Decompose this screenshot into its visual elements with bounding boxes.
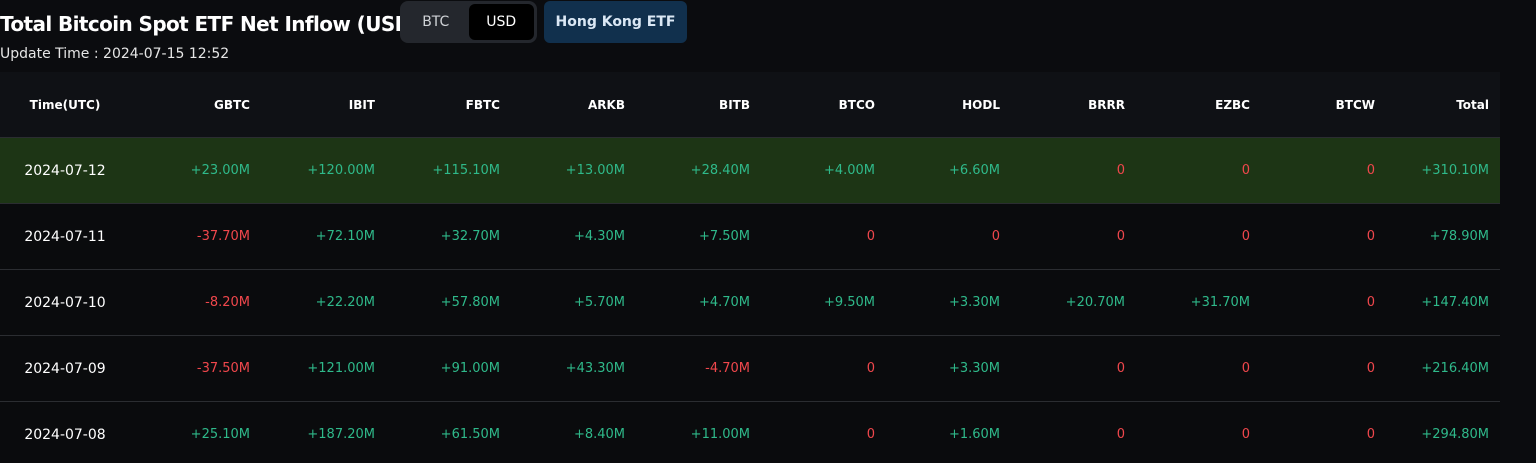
- flow-cell: +7.50M: [630, 203, 755, 270]
- column-header: ARKB: [505, 72, 630, 138]
- flow-cell: +187.20M: [255, 401, 380, 463]
- date-cell: 2024-07-09: [0, 335, 130, 402]
- date-cell: 2024-07-10: [0, 269, 130, 336]
- date-cell: 2024-07-08: [0, 401, 130, 463]
- flow-cell: +115.10M: [380, 137, 505, 204]
- flow-cell: +1.60M: [880, 401, 1005, 463]
- flow-cell: 0: [1005, 137, 1130, 204]
- flow-cell: 0: [1130, 137, 1255, 204]
- date-cell: 2024-07-12: [0, 137, 130, 204]
- column-header: FBTC: [380, 72, 505, 138]
- flow-cell: +23.00M: [130, 137, 255, 204]
- flow-cell: +120.00M: [255, 137, 380, 204]
- flow-cell: +9.50M: [755, 269, 880, 336]
- table-row: 2024-07-12 +23.00M +120.00M +115.10M +13.00M…: [0, 137, 1500, 204]
- column-header: BTCW: [1255, 72, 1380, 138]
- flow-cell: +57.80M: [380, 269, 505, 336]
- flow-cell: 0: [1255, 137, 1380, 204]
- flow-cell: 0: [1130, 335, 1255, 402]
- flow-cell: +8.40M: [505, 401, 630, 463]
- region-button[interactable]: Hong Kong ETF: [544, 1, 687, 43]
- flow-cell: -4.70M: [630, 335, 755, 402]
- flow-cell: -37.70M: [130, 203, 255, 270]
- flow-cell: +5.70M: [505, 269, 630, 336]
- table-row: 2024-07-09 -37.50M +121.00M +91.00M +43.30M -…: [0, 335, 1500, 402]
- flow-cell: 0: [880, 203, 1005, 270]
- column-header: BRRR: [1005, 72, 1130, 138]
- flow-cell: -8.20M: [130, 269, 255, 336]
- flow-cell: +78.90M: [1380, 203, 1500, 270]
- flow-cell: +121.00M: [255, 335, 380, 402]
- table-row: 2024-07-11 -37.70M +72.10M +32.70M +4.30M +7.…: [0, 203, 1500, 270]
- flow-cell: -37.50M: [130, 335, 255, 402]
- flow-cell: +6.60M: [880, 137, 1005, 204]
- flow-cell: +22.20M: [255, 269, 380, 336]
- flow-cell: +20.70M: [1005, 269, 1130, 336]
- flow-cell: 0: [755, 335, 880, 402]
- table-body: 2024-07-12 +23.00M +120.00M +115.10M +13.00M…: [0, 137, 1500, 463]
- column-header: Total: [1380, 72, 1500, 138]
- flow-cell: 0: [1005, 335, 1130, 402]
- unit-option[interactable]: USD: [468, 4, 534, 40]
- flow-cell: +61.50M: [380, 401, 505, 463]
- flow-cell: +216.40M: [1380, 335, 1500, 402]
- column-header: EZBC: [1130, 72, 1255, 138]
- unit-toggle: BTC USD: [400, 1, 537, 43]
- column-header: BTCO: [755, 72, 880, 138]
- table-row: 2024-07-08 +25.10M +187.20M +61.50M +8.40M +1…: [0, 401, 1500, 463]
- flow-cell: 0: [1130, 401, 1255, 463]
- column-header: Time(UTC): [0, 72, 130, 138]
- flow-cell: 0: [755, 203, 880, 270]
- flow-cell: +3.30M: [880, 335, 1005, 402]
- etf-table: Time(UTC) GBTC IBIT FBTC ARKB BITB BTCO HODL BRR…: [0, 72, 1500, 463]
- title: Total Bitcoin Spot ETF Net Inflow (USD): [0, 12, 420, 36]
- flow-cell: 0: [1255, 203, 1380, 270]
- flow-cell: +31.70M: [1130, 269, 1255, 336]
- flow-cell: +4.70M: [630, 269, 755, 336]
- column-header: GBTC: [130, 72, 255, 138]
- flow-cell: 0: [1005, 401, 1130, 463]
- flow-cell: 0: [1005, 203, 1130, 270]
- column-header: HODL: [880, 72, 1005, 138]
- date-cell: 2024-07-11: [0, 203, 130, 270]
- flow-cell: +11.00M: [630, 401, 755, 463]
- flow-cell: +310.10M: [1380, 137, 1500, 204]
- flow-cell: +28.40M: [630, 137, 755, 204]
- flow-cell: +25.10M: [130, 401, 255, 463]
- column-header: BITB: [630, 72, 755, 138]
- table-row: 2024-07-10 -8.20M +22.20M +57.80M +5.70M +4.7…: [0, 269, 1500, 336]
- flow-cell: +4.30M: [505, 203, 630, 270]
- flow-cell: +147.40M: [1380, 269, 1500, 336]
- flow-cell: +13.00M: [505, 137, 630, 204]
- column-header: IBIT: [255, 72, 380, 138]
- flow-cell: +72.10M: [255, 203, 380, 270]
- flow-cell: 0: [1255, 335, 1380, 402]
- flow-cell: 0: [1255, 269, 1380, 336]
- header-row: Time(UTC) GBTC IBIT FBTC ARKB BITB BTCO HODL BRR…: [0, 72, 1500, 138]
- flow-cell: 0: [755, 401, 880, 463]
- flow-cell: +32.70M: [380, 203, 505, 270]
- flow-cell: +294.80M: [1380, 401, 1500, 463]
- update-time: Update Time : 2024-07-15 12:52: [0, 46, 230, 62]
- unit-option[interactable]: BTC: [422, 14, 450, 30]
- flow-cell: +4.00M: [755, 137, 880, 204]
- flow-cell: +43.30M: [505, 335, 630, 402]
- flow-cell: +91.00M: [380, 335, 505, 402]
- flow-cell: 0: [1130, 203, 1255, 270]
- flow-cell: 0: [1255, 401, 1380, 463]
- flow-cell: +3.30M: [880, 269, 1005, 336]
